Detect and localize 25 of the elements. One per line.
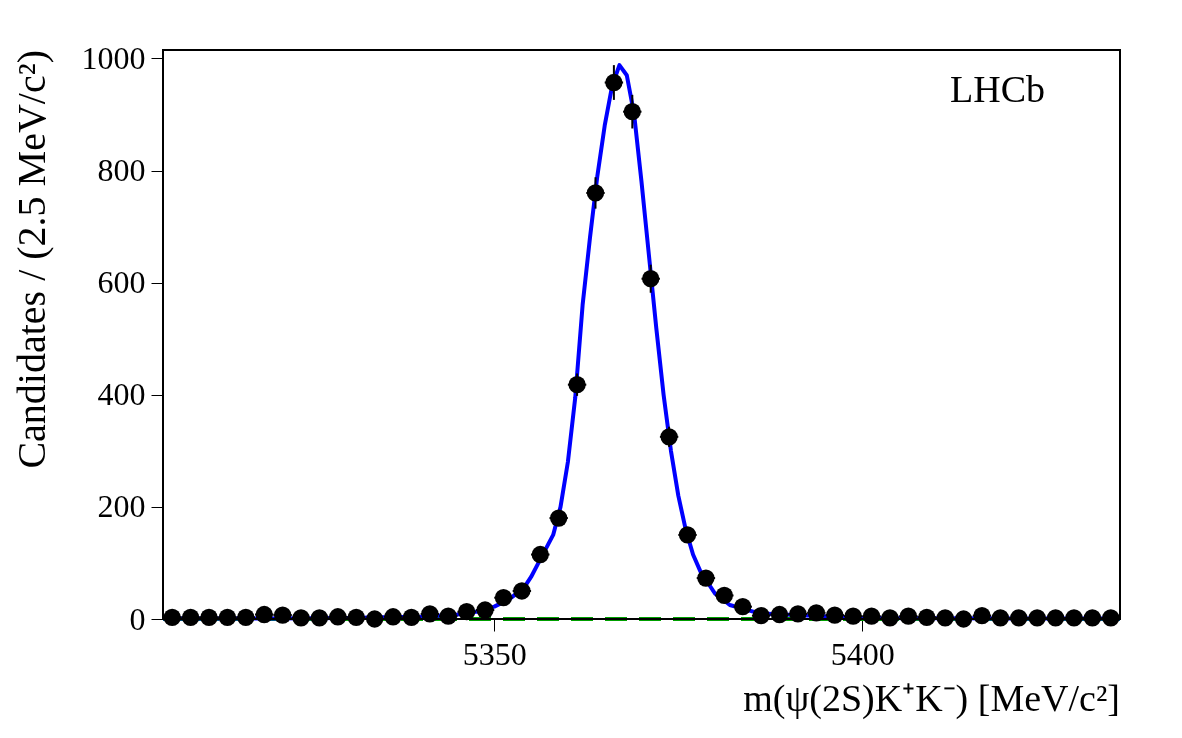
point: [660, 428, 678, 446]
point: [642, 270, 660, 288]
point: [623, 103, 641, 121]
x-tick-label: 5400: [830, 635, 895, 672]
x-axis-title: m(ψ(2S)K⁺K⁻) [MeV/c²]: [743, 677, 1120, 720]
point: [586, 184, 605, 202]
point: [494, 589, 513, 607]
point: [734, 598, 752, 616]
y-tick-label: 0: [129, 600, 146, 637]
x-tick-label: 5350: [462, 635, 527, 672]
point: [513, 582, 531, 600]
y-tick-label: 1000: [81, 39, 146, 76]
point: [678, 526, 697, 544]
point: [697, 569, 715, 587]
y-tick-label: 800: [97, 152, 146, 189]
point: [531, 545, 549, 564]
point: [605, 73, 623, 92]
y-axis-title: Candidates / (2.5 MeV/c²): [9, 50, 54, 469]
y-tick-label: 600: [97, 264, 146, 301]
point: [715, 586, 733, 605]
annotation: LHCb: [950, 68, 1045, 110]
point: [568, 376, 586, 394]
y-tick-label: 400: [97, 376, 146, 413]
point: [550, 509, 568, 527]
y-tick-label: 200: [97, 488, 146, 525]
